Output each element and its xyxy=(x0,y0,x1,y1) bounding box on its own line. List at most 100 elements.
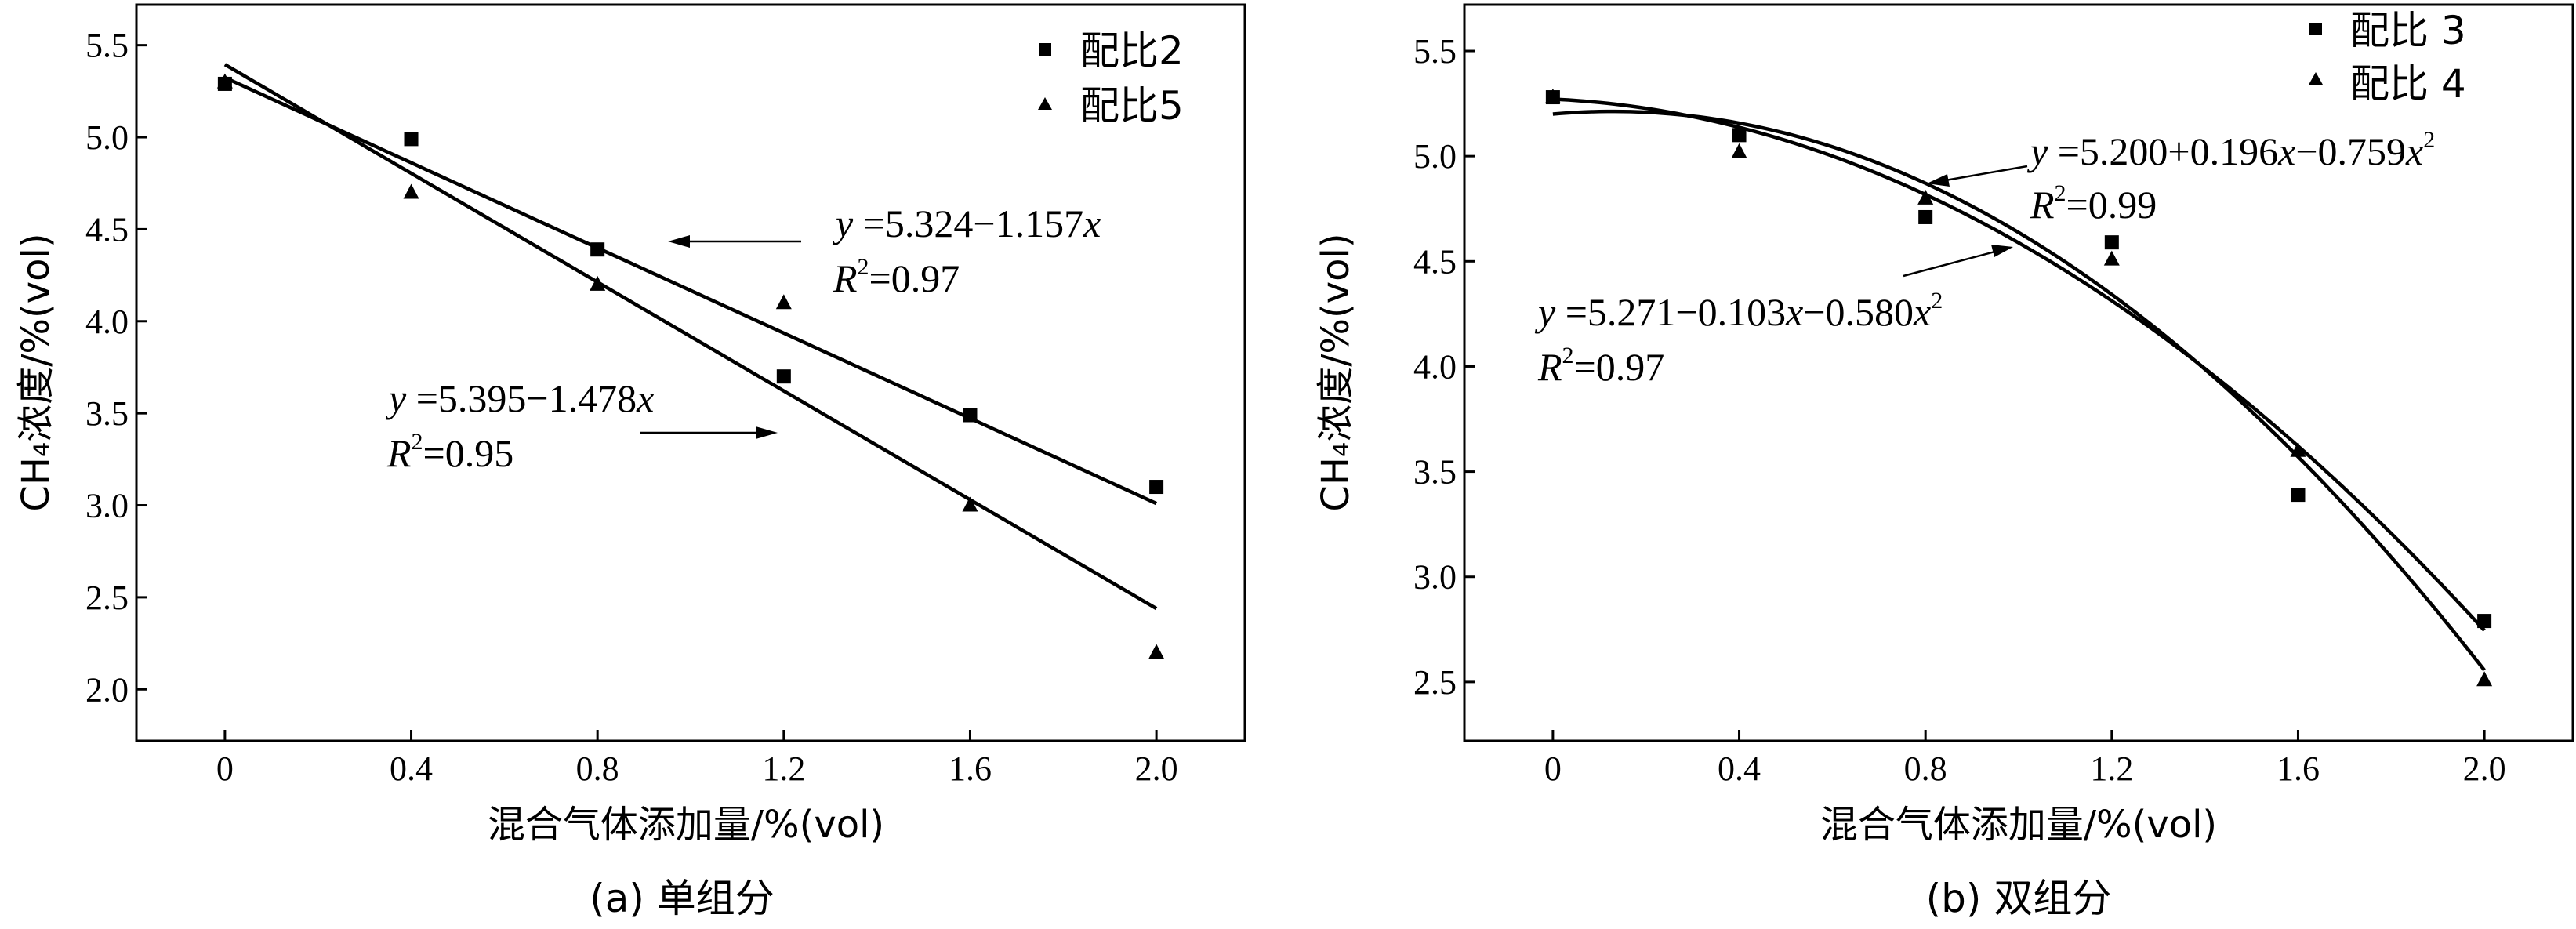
data-point-series-1 xyxy=(1149,480,1164,495)
panel-b-y-axis-label: CH₄浓度/%(vol) xyxy=(1314,233,1358,511)
panel-a-x-ticks: 0 0.4 0.8 1.2 1.6 2.0 xyxy=(216,730,1178,788)
y-tick-label: 5.0 xyxy=(85,118,129,157)
panel-a-arrow-series-2 xyxy=(640,426,778,439)
y-tick-label: 4.5 xyxy=(85,210,129,249)
data-point-series-2 xyxy=(1544,89,1561,104)
x-tick-label: 0 xyxy=(216,749,234,788)
panel-b-r2-series-2: R2=0.99 xyxy=(2030,180,2157,227)
data-point-series-1 xyxy=(2291,488,2306,503)
r2-a1-sup: 2 xyxy=(858,254,869,280)
y-tick-label: 4.0 xyxy=(85,303,129,341)
panel-a-legend-marker-series-1 xyxy=(1039,43,1051,56)
y-tick-label: 5.0 xyxy=(1413,137,1457,176)
x-tick-label: 2.0 xyxy=(2463,749,2506,788)
panel-b-legend-marker-series-2 xyxy=(2309,72,2323,85)
r2-b1-value: =0.97 xyxy=(1574,345,1665,389)
panel-b-arrow-series-2 xyxy=(1927,165,2028,187)
r2-b1-label: R xyxy=(1537,345,1562,389)
data-point-series-2 xyxy=(2476,671,2493,687)
data-point-series-1 xyxy=(1918,209,1933,224)
r2-a1-label: R xyxy=(833,256,858,300)
panel-a-r2-series-2: R2=0.95 xyxy=(386,429,513,475)
x-tick-label: 1.2 xyxy=(2090,749,2133,788)
fit-curve-series-1 xyxy=(1552,97,2486,632)
y-tick-label: 3.5 xyxy=(85,394,129,433)
eq-b1-x2: x xyxy=(1913,290,1931,334)
fit-curve-series-2 xyxy=(223,63,1158,611)
eq-b1-x: x xyxy=(1785,290,1803,334)
data-point-series-1 xyxy=(590,242,605,257)
panel-a-equation-series-2: y =5.395−1.478x xyxy=(385,376,654,420)
panel-b-x-axis-label: 混合气体添加量/%(vol) xyxy=(1820,803,2217,847)
eq-b1-rhs: =5.271−0.103 xyxy=(1555,290,1786,334)
r2-b1-sup: 2 xyxy=(1562,343,1574,368)
eq-a2-x: x xyxy=(636,376,654,420)
y-tick-label: 4.0 xyxy=(1413,347,1457,386)
data-point-series-2 xyxy=(962,496,978,512)
panel-b-caption: (b) 双组分 xyxy=(1926,876,2112,921)
panel-a-r2-series-1: R2=0.97 xyxy=(833,254,960,300)
r2-a2-label: R xyxy=(386,431,412,475)
r2-b2-value: =0.99 xyxy=(2066,183,2157,227)
y-tick-label: 5.5 xyxy=(85,27,129,65)
panel-b-equation-series-2: y =5.200+0.196x−0.759x2 xyxy=(2026,127,2435,173)
x-tick-label: 1.2 xyxy=(762,749,805,788)
data-point-series-2 xyxy=(1148,644,1165,659)
r2-b2-sup: 2 xyxy=(2055,180,2066,206)
panel-a-legend-marker-series-2 xyxy=(1038,97,1052,110)
panel-b-legend-marker-series-1 xyxy=(2309,23,2322,35)
x-tick-label: 1.6 xyxy=(2277,749,2320,788)
y-tick-label: 2.5 xyxy=(1413,663,1457,702)
fit-curve-series-1 xyxy=(223,75,1158,506)
panel-b-plot-frame xyxy=(1463,3,2574,742)
y-tick-label: 3.0 xyxy=(85,487,129,525)
eq-a1-x: x xyxy=(1083,201,1101,245)
eq-b1-sup: 2 xyxy=(1931,288,1943,314)
data-point-series-1 xyxy=(963,408,978,423)
fit-curve-series-2 xyxy=(1552,109,2486,672)
panel-a-equation-series-1: y =5.324−1.157x xyxy=(832,201,1101,245)
panel-a-fit-lines xyxy=(223,63,1158,611)
data-point-series-2 xyxy=(775,294,792,310)
panel-b-legend-label-series-1: 配比 3 xyxy=(2350,8,2466,53)
eq-a1-rhs: =5.324−1.157 xyxy=(853,201,1083,245)
data-point-series-1 xyxy=(2477,614,2492,629)
panel-a-legend-label-series-2: 配比5 xyxy=(1080,83,1184,129)
eq-a2-rhs: =5.395−1.478 xyxy=(406,376,637,420)
x-tick-label: 0.8 xyxy=(576,749,619,788)
data-point-series-1 xyxy=(2104,235,2119,250)
panel-a-data-points xyxy=(216,73,1165,659)
panel-b-equation-series-1: y =5.271−0.103x−0.580x2 xyxy=(1534,288,1943,334)
eq-b1-rhs2: −0.580 xyxy=(1803,290,1914,334)
panel-b-arrow-series-1 xyxy=(1903,245,2013,278)
data-point-series-1 xyxy=(776,369,791,384)
x-tick-label: 0.4 xyxy=(390,749,433,788)
eq-b2-x2: x xyxy=(2405,129,2423,173)
panel-a-legend: 配比2 配比5 xyxy=(1038,28,1184,129)
eq-b2-x: x xyxy=(2277,129,2295,173)
y-tick-label: 2.0 xyxy=(85,670,129,709)
x-tick-label: 2.0 xyxy=(1135,749,1178,788)
eq-b2-sup: 2 xyxy=(2423,127,2435,153)
data-point-series-2 xyxy=(403,183,419,199)
panel-b-fit-curves xyxy=(1552,97,2486,672)
panel-b-r2-series-1: R2=0.97 xyxy=(1537,343,1664,389)
y-tick-label: 3.5 xyxy=(1413,453,1457,492)
data-point-series-1 xyxy=(404,132,419,147)
x-tick-label: 0 xyxy=(1544,749,1562,788)
eq-b2-y: y xyxy=(2026,129,2048,173)
panel-a-y-axis-label: CH₄浓度/%(vol) xyxy=(14,233,58,511)
data-point-series-2 xyxy=(2290,441,2306,457)
panel-a-arrow-series-1 xyxy=(668,235,801,248)
data-point-series-2 xyxy=(216,73,233,89)
data-point-series-2 xyxy=(2103,250,2120,266)
panel-b-data-points xyxy=(1544,89,2493,687)
r2-a2-value: =0.95 xyxy=(423,431,514,475)
x-tick-label: 0.4 xyxy=(1718,749,1761,788)
panel-b-dual-component: 2.5 3.0 3.5 4.0 4.5 5.0 5.5 0 0.4 0.8 1.2 1.6 2.0 C… xyxy=(1314,3,2574,921)
y-tick-label: 5.5 xyxy=(1413,32,1457,71)
r2-a1-value: =0.97 xyxy=(869,256,960,300)
data-point-series-2 xyxy=(1917,189,1934,205)
y-tick-label: 3.0 xyxy=(1413,558,1457,597)
